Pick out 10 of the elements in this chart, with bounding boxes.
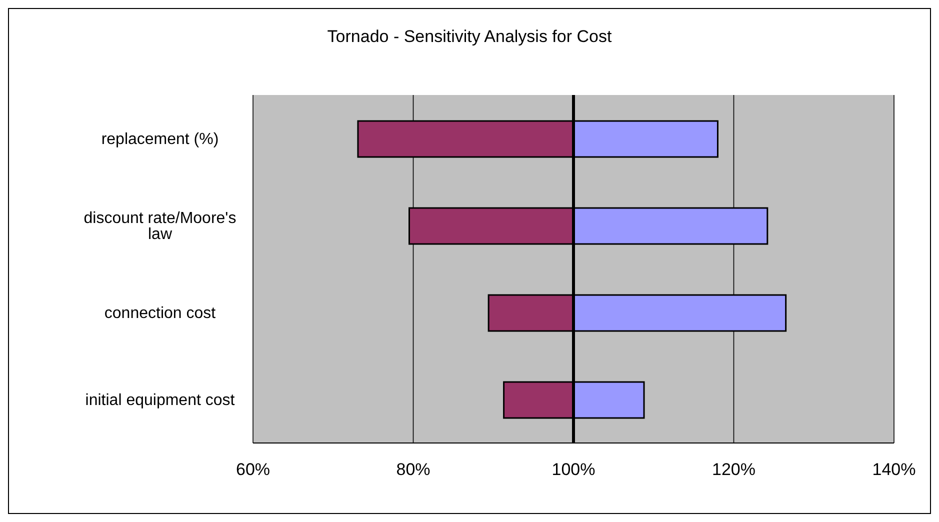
x-tick-label: 80% xyxy=(396,460,430,480)
x-tick-label: 120% xyxy=(712,460,756,480)
x-tick-label: 100% xyxy=(552,460,596,480)
x-tick-label: 60% xyxy=(236,460,270,480)
x-tick-label: 140% xyxy=(872,460,916,480)
chart-title: Tornado - Sensitivity Analysis for Cost xyxy=(326,27,613,47)
y-tick-label: discount rate/Moore's law xyxy=(84,210,236,244)
y-tick-label: replacement (%) xyxy=(101,131,219,148)
y-tick-label: connection cost xyxy=(104,305,216,322)
y-tick-label: initial equipment cost xyxy=(85,392,236,410)
